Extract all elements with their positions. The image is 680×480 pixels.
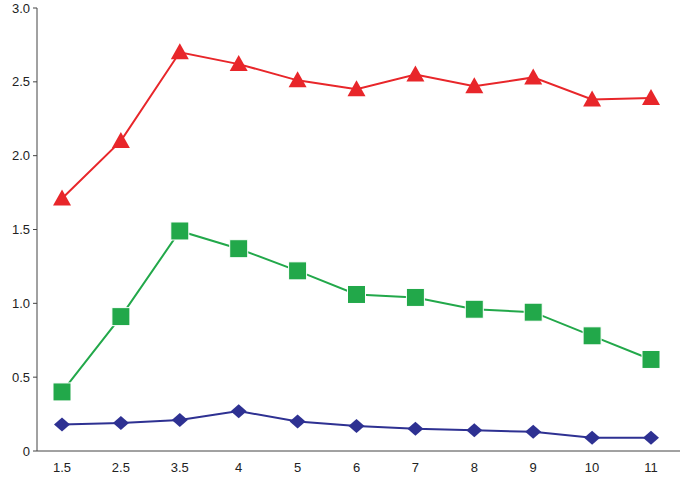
marker: [348, 285, 366, 303]
marker: [290, 414, 306, 428]
series-line: [62, 231, 651, 392]
y-tick: [33, 451, 37, 452]
x-tick-label: 7: [412, 460, 419, 475]
marker: [54, 417, 70, 431]
y-tick-label: 3.0: [12, 1, 30, 16]
marker: [289, 262, 307, 280]
x-tick-label: 4: [235, 460, 242, 475]
x-tick-label: 3.5: [171, 460, 189, 475]
marker: [583, 327, 601, 345]
y-tick-label: 1.0: [12, 296, 30, 311]
marker: [112, 132, 130, 148]
marker: [466, 423, 482, 437]
y-tick-label: 2.5: [12, 74, 30, 89]
marker: [465, 300, 483, 318]
marker: [583, 91, 601, 107]
marker: [642, 350, 660, 368]
marker: [348, 80, 366, 96]
marker: [172, 413, 188, 427]
x-tick-label: 8: [471, 460, 478, 475]
x-tick-label: 6: [353, 460, 360, 475]
series-line: [62, 52, 651, 198]
y-tick-label: 1.5: [12, 222, 30, 237]
marker: [584, 431, 600, 445]
marker: [113, 416, 129, 430]
marker: [53, 383, 71, 401]
marker: [524, 68, 542, 84]
x-tick-label: 1.5: [53, 460, 71, 475]
marker: [230, 240, 248, 258]
marker: [406, 288, 424, 306]
page: {"chart_data": {"type": "line", "categor…: [0, 0, 680, 480]
x-tick-label: 2.5: [112, 460, 130, 475]
marker: [112, 308, 130, 326]
marker: [407, 422, 423, 436]
plot-area: [53, 43, 660, 444]
x-tick-label: 10: [585, 460, 599, 475]
marker: [643, 431, 659, 445]
y-tick-label: 2.0: [12, 148, 30, 163]
x-tick-label: 11: [644, 460, 658, 475]
marker: [524, 303, 542, 321]
y-tick: [33, 8, 37, 9]
marker: [525, 425, 541, 439]
y-tick: [33, 229, 37, 230]
marker: [171, 43, 189, 59]
marker: [465, 77, 483, 93]
chart: 0 0.5 1.0 1.5 2.0 2.5 3.0 1.5 2.5 3.5 4 5 6 7 8 9 10 11: [0, 0, 680, 480]
x-tick-label: 9: [530, 460, 537, 475]
y-tick: [33, 303, 37, 304]
y-tick: [33, 81, 37, 82]
marker: [406, 65, 424, 81]
x-axis: [37, 451, 680, 452]
x-tick-label: 5: [294, 460, 301, 475]
marker: [230, 55, 248, 71]
marker: [642, 89, 660, 105]
y-tick: [33, 155, 37, 156]
marker: [231, 404, 247, 418]
y-tick: [33, 377, 37, 378]
y-tick-label: 0.5: [12, 370, 30, 385]
series-line: [62, 411, 651, 438]
marker: [349, 419, 365, 433]
marker: [171, 222, 189, 240]
marker: [53, 189, 71, 205]
marker: [289, 71, 307, 87]
y-tick-label: 0: [23, 444, 30, 459]
